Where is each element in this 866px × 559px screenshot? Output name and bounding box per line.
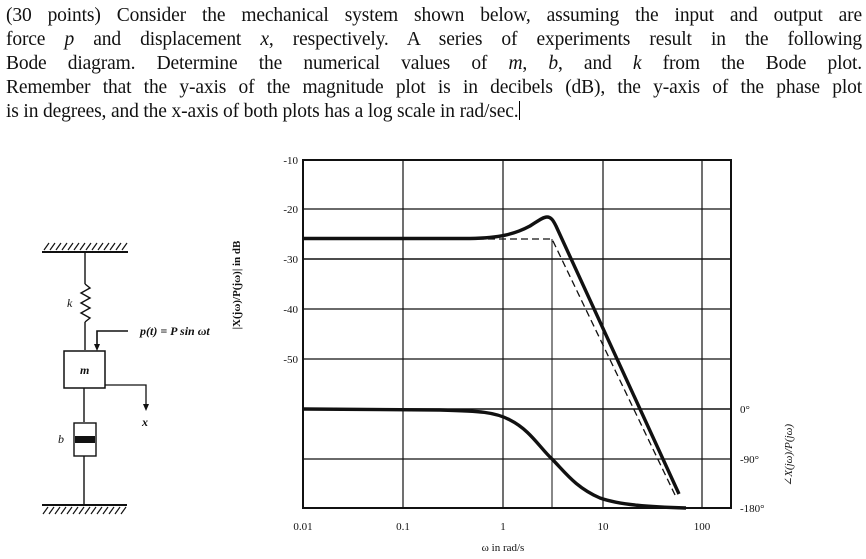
svg-text:-10: -10: [283, 155, 298, 167]
x-axis-label: ω in rad/s: [482, 542, 525, 554]
problem-line-1: (30 points) Consider the mechanical syst…: [6, 5, 862, 26]
svg-text:10: 10: [598, 521, 610, 533]
phase-y-label: ∠X(jω)/P(jω): [783, 424, 795, 486]
var-p: p: [64, 29, 75, 50]
spring-label: k: [67, 296, 73, 310]
svg-text:100: 100: [694, 521, 711, 533]
x-ticks: 0.01 0.1 1 10 100: [293, 521, 710, 533]
magnitude-curve: [303, 215, 681, 495]
svg-text:0.01: 0.01: [293, 521, 312, 533]
var-b: b: [548, 53, 558, 74]
svg-text:-50: -50: [283, 354, 298, 366]
displacement-arrow: [105, 384, 149, 411]
magnitude-y-label: |X(jω)/P(jω)| in dB: [231, 240, 243, 329]
svg-text:-90°: -90°: [740, 454, 759, 466]
plot-grid: [303, 160, 731, 508]
plot-frame: [302, 159, 732, 509]
svg-text:-180°: -180°: [740, 503, 765, 515]
svg-text:0.1: 0.1: [396, 521, 410, 533]
damper-label: b: [58, 432, 64, 446]
svg-text:-30: -30: [283, 254, 298, 266]
force-arrow: [94, 330, 128, 351]
spring-k: [79, 252, 92, 350]
damper-b: [73, 388, 97, 505]
ground-hatch: [42, 504, 127, 515]
var-k: k: [632, 53, 642, 74]
displacement-label: x: [141, 415, 148, 429]
svg-text:-20: -20: [283, 204, 298, 216]
var-x: x: [260, 29, 269, 50]
bode-plot: -10 -20 -30 -40 -50 |X(jω)/P(jω)| in dB …: [231, 155, 795, 554]
phase-y-ticks: 0° -90° -180°: [740, 404, 765, 515]
magnitude-asymptote: [477, 238, 677, 498]
text-cursor: [519, 101, 521, 120]
magnitude-y-ticks: -10 -20 -30 -40 -50: [283, 155, 298, 366]
svg-text:0°: 0°: [740, 404, 750, 416]
problem-line-4: Remember that the y-axis of the magnitud…: [6, 77, 862, 98]
var-m: m: [508, 53, 523, 74]
problem-line-5: is in degrees, and the x-axis of both pl…: [6, 101, 521, 122]
phase-curve: [302, 407, 687, 510]
svg-text:-40: -40: [283, 304, 298, 316]
problem-statement: (30 points) Consider the mechanical syst…: [6, 4, 862, 124]
mass-label: m: [80, 363, 89, 377]
mechanical-diagram: k p(t) = P sin ωt m x b: [42, 242, 210, 515]
problem-line-2: force p and displacement x, respectively…: [6, 29, 862, 50]
ceiling-hatch: [42, 242, 128, 253]
force-label: p(t) = P sin ωt: [139, 324, 210, 338]
svg-text:1: 1: [500, 521, 506, 533]
problem-line-3: Bode diagram. Determine the numerical va…: [6, 53, 862, 74]
